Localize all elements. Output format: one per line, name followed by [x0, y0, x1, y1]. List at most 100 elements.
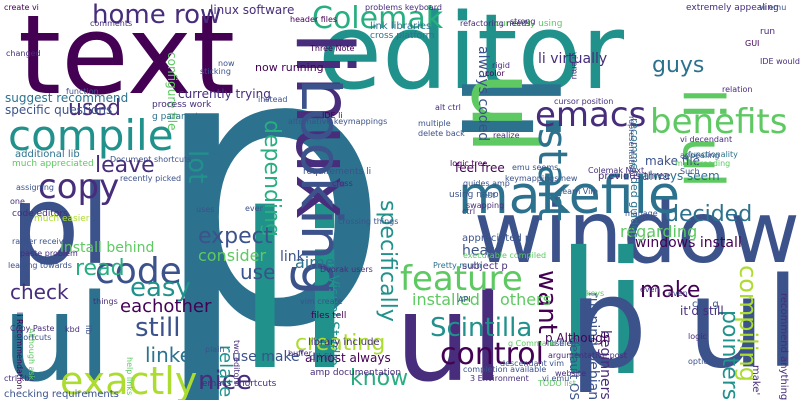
word-website: website: [555, 369, 586, 378]
word-one: one: [10, 197, 25, 206]
word-help-links: help links: [125, 357, 134, 396]
word-option: option: [688, 357, 714, 366]
word-compile: compile: [8, 111, 174, 160]
word-copy: copy: [38, 167, 120, 207]
word-feel-free: feel free: [455, 161, 505, 175]
word-files-tell: files tell: [311, 311, 347, 321]
word-process-work: process work: [152, 100, 212, 110]
word-install-behind: install behind: [60, 240, 155, 256]
word-control: control: [440, 337, 544, 372]
word-li-bottom: li: [235, 167, 355, 400]
word-run: run: [760, 27, 776, 37]
word-ever: ever: [245, 204, 263, 213]
word-know: know: [350, 366, 409, 391]
word-makefile: makefile: [458, 166, 680, 226]
word-relation: relation: [722, 85, 753, 94]
word-additional-lib: additional lib: [15, 149, 80, 160]
word-link: link: [280, 249, 305, 265]
word-use-case: use case: [550, 339, 586, 348]
word-gui: GUI: [745, 39, 760, 48]
word-linker: linker: [145, 343, 201, 367]
word-leave: leave: [95, 153, 155, 178]
word-completion-available: completion available: [463, 365, 547, 374]
word-buffer: buffer: [288, 349, 312, 358]
word-text: text: [18, 0, 236, 119]
word-things: things: [93, 297, 118, 306]
word-three-note: Three Note: [310, 44, 355, 53]
word-currently-using: currently using: [495, 19, 563, 29]
word-dvorak-users: Dvorak users: [320, 265, 373, 274]
word-much-appreciated: much appreciated: [12, 159, 94, 169]
word-consider: consider: [198, 246, 267, 265]
word-color: color: [485, 69, 505, 78]
word-nice: nice: [198, 366, 252, 396]
word-code-editors: code editors: [12, 209, 68, 219]
word-pretty-much: Pretty much: [433, 261, 482, 270]
word-windows-install: windows install: [635, 235, 742, 251]
word-learn-vim: learn Vim: [560, 187, 599, 196]
word-make-quote: make': [750, 365, 761, 396]
word-3-environment: 3 Environment: [470, 374, 529, 383]
word-make: make: [640, 278, 701, 303]
word-appealing: appealing: [680, 151, 720, 160]
word-paste-problem: paste problem: [20, 249, 78, 258]
word-now: now: [218, 59, 235, 68]
word-installed: installed: [412, 290, 480, 309]
word-home-row: home row: [92, 0, 222, 30]
word-swapping: swapping: [466, 201, 505, 210]
word-changed: changed: [6, 49, 41, 58]
word-exactly: exactly: [60, 359, 198, 400]
word-ctrl: ctrl: [462, 207, 476, 216]
word-such: Such: [680, 167, 700, 176]
word-benefits: benefits: [650, 102, 788, 142]
word-even: even: [668, 289, 688, 298]
word-always-seem: always seem: [642, 169, 720, 183]
word-much-easier: much easier: [34, 214, 90, 224]
word-vi-emu: vi emu: [759, 3, 787, 12]
word-editor: editor: [318, 0, 625, 113]
word-much-reading: much reading: [675, 159, 731, 168]
word-vim-create: vim create: [300, 297, 343, 306]
word-decided: decided: [665, 202, 753, 227]
word-ide-li: IDE li: [322, 111, 343, 120]
word-delete-back: delete back: [418, 129, 465, 138]
word-kbd: kbd: [65, 325, 80, 334]
word-guys: guys: [652, 53, 705, 78]
word-alt-ctrl: alt ctrl: [435, 103, 461, 112]
word-rigid: rigid: [492, 61, 510, 70]
word-colemak-next: Colemak Next: [588, 166, 645, 175]
word-emacs-shortcuts: emacs shortcuts: [202, 379, 277, 389]
word-comments: comments: [90, 19, 133, 28]
word-todo-list: TODO list: [538, 379, 576, 388]
word-leaning-towards: leaning towards: [8, 261, 72, 270]
word-others: others: [500, 290, 551, 309]
word-scintilla: Scintilla: [430, 313, 533, 343]
word-appreciated-p: appreciated p: [462, 233, 532, 244]
word-ul-left: ul: [2, 270, 112, 400]
word-shortcuts: shortcuts: [14, 333, 52, 342]
word-alternative-keymappings: alternative keymappings: [288, 117, 388, 126]
word-realize: realize: [493, 131, 520, 140]
word-assigning: assigning: [16, 183, 54, 192]
word-representation: representation: [627, 116, 636, 175]
word-header-files: header files: [290, 15, 338, 24]
word-library-include: library include: [308, 337, 380, 348]
word-creating: creating: [295, 331, 386, 356]
word-cross-platform: cross platform: [370, 31, 435, 41]
word-linux-software: linux software: [210, 3, 295, 17]
word-use: use: [240, 260, 276, 284]
word-manage: manage: [625, 209, 658, 218]
word-checking-requirements: checking requirements: [4, 389, 119, 400]
word-link-libraries: link libraries: [370, 21, 432, 32]
word-regarding: regarding: [620, 222, 698, 241]
word-cursor-position: cursor position: [554, 97, 614, 106]
word-suggest-recommend: suggest recommend: [5, 91, 129, 105]
word-code: code: [95, 251, 182, 292]
word-p: p: [150, 0, 392, 400]
word-two-editors: two editors: [232, 340, 241, 385]
word-li-virtually: li virtually: [538, 51, 608, 67]
word-used: used: [68, 96, 121, 121]
word-read: read: [75, 256, 125, 281]
word-plain: plain: [205, 345, 225, 354]
